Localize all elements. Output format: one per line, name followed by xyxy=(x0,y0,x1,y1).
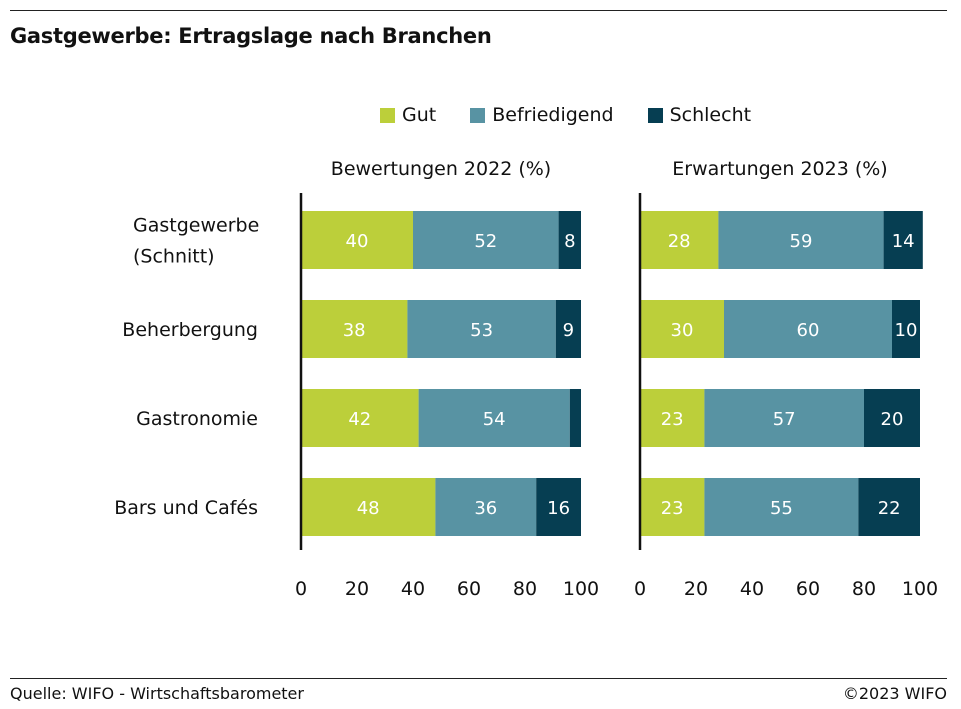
bar-segment-schlecht xyxy=(536,478,581,536)
bar-segment-gut xyxy=(301,211,413,269)
data-label: 57 xyxy=(773,409,796,430)
data-label: 20 xyxy=(881,409,904,430)
x-tick-label: 100 xyxy=(902,578,938,600)
bar-segment-befriedigend xyxy=(718,211,884,269)
data-label: 14 xyxy=(892,231,915,252)
bar-segment-befriedigend xyxy=(418,389,570,447)
x-tick-label: 100 xyxy=(563,578,599,600)
category-label: Gastronomie xyxy=(136,408,258,430)
legend-swatch-befriedigend xyxy=(470,107,486,123)
bar-segment-schlecht xyxy=(569,389,581,447)
data-label: 52 xyxy=(474,231,497,252)
legend-swatch-gut xyxy=(380,107,395,123)
bar-segment-schlecht xyxy=(883,211,923,269)
bar-segment-befriedigend xyxy=(435,478,537,536)
bar-segment-gut xyxy=(640,478,705,536)
x-tick-label: 60 xyxy=(457,578,481,600)
legend-item-gut: Gut xyxy=(380,104,436,126)
bar-segment-schlecht xyxy=(555,300,581,358)
bar-segment-befriedigend xyxy=(724,300,892,358)
panel-title: Bewertungen 2022 (%) xyxy=(331,158,551,180)
data-label: 54 xyxy=(483,409,506,430)
category-label: Gastgewerbe xyxy=(133,215,259,237)
x-tick-label: 20 xyxy=(684,578,708,600)
x-tick-label: 0 xyxy=(634,578,646,600)
data-label: 40 xyxy=(346,231,369,252)
chart-legend: Gut Befriedigend Schlecht xyxy=(380,104,785,126)
x-tick-label: 80 xyxy=(852,578,876,600)
bar-segment-gut xyxy=(640,300,724,358)
category-label: Bars und Cafés xyxy=(114,497,258,519)
bar-segment-gut xyxy=(301,389,419,447)
data-label: 53 xyxy=(470,320,493,341)
x-tick-label: 20 xyxy=(345,578,369,600)
legend-swatch-schlecht xyxy=(647,107,663,123)
data-label: 8 xyxy=(564,231,575,252)
bar-segment-gut xyxy=(640,211,719,269)
x-tick-label: 0 xyxy=(295,578,307,600)
chart-title: Gastgewerbe: Ertragslage nach Branchen xyxy=(10,24,492,48)
data-label: 36 xyxy=(474,498,497,519)
bar-segment-befriedigend xyxy=(704,478,859,536)
top-rule xyxy=(10,10,947,11)
bar-segment-befriedigend xyxy=(413,211,559,269)
legend-item-schlecht: Schlecht xyxy=(647,104,752,126)
data-label: 60 xyxy=(797,320,820,341)
data-label: 22 xyxy=(878,498,901,519)
data-label: 23 xyxy=(661,498,684,519)
x-tick-label: 40 xyxy=(401,578,425,600)
panel-title: Erwartungen 2023 (%) xyxy=(672,158,887,180)
data-label: 59 xyxy=(790,231,813,252)
legend-label-befriedigend: Befriedigend xyxy=(492,104,614,126)
data-label: 38 xyxy=(343,320,366,341)
bar-segment-befriedigend xyxy=(704,389,864,447)
copyright-note: ©2023 WIFO xyxy=(842,684,947,703)
data-label: 16 xyxy=(547,498,570,519)
bar-segment-gut xyxy=(301,300,408,358)
bar-segment-schlecht xyxy=(892,300,920,358)
data-label: 30 xyxy=(671,320,694,341)
x-tick-label: 80 xyxy=(513,578,537,600)
category-label: (Schnitt) xyxy=(133,246,215,268)
data-label: 10 xyxy=(895,320,918,341)
bar-segment-gut xyxy=(301,478,436,536)
source-note: Quelle: WIFO - Wirtschaftsbarometer xyxy=(10,684,304,703)
legend-item-befriedigend: Befriedigend xyxy=(470,104,614,126)
bar-segment-schlecht xyxy=(558,211,581,269)
bar-segment-gut xyxy=(640,389,705,447)
legend-label-gut: Gut xyxy=(402,104,437,126)
data-label: 9 xyxy=(563,320,574,341)
legend-label-schlecht: Schlecht xyxy=(669,104,752,126)
x-tick-label: 60 xyxy=(796,578,820,600)
data-label: 55 xyxy=(770,498,793,519)
x-tick-label: 40 xyxy=(740,578,764,600)
data-label: 48 xyxy=(357,498,380,519)
category-label: Beherbergung xyxy=(122,319,258,341)
data-label: 23 xyxy=(661,409,684,430)
data-label: 42 xyxy=(348,409,371,430)
bar-segment-schlecht xyxy=(858,478,920,536)
bottom-rule xyxy=(10,678,947,679)
bar-segment-befriedigend xyxy=(407,300,556,358)
bar-segment-schlecht xyxy=(864,389,920,447)
data-label: 28 xyxy=(668,231,691,252)
